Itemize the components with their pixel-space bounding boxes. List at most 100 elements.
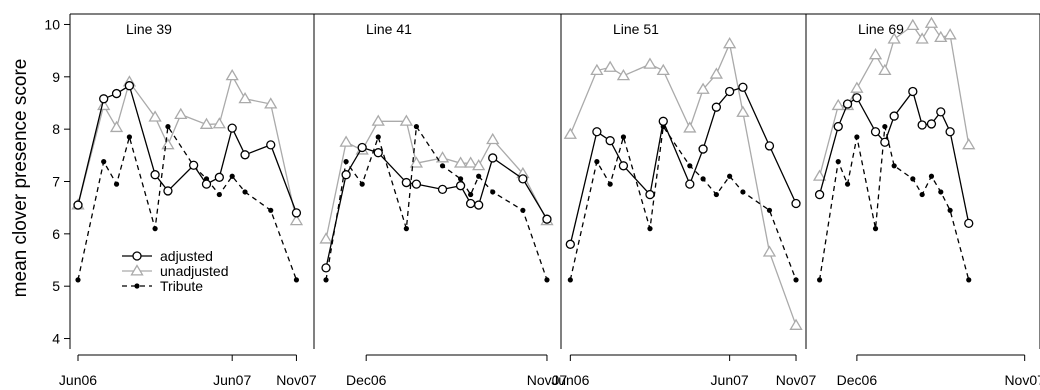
data-point (291, 208, 302, 218)
data-point (844, 181, 851, 187)
data-point (339, 135, 353, 147)
data-point (474, 200, 484, 210)
panel-2: Line 41 Dec06 Nov07 (314, 13, 568, 388)
data-point (373, 148, 383, 158)
data-point (293, 277, 300, 283)
x-tick-label: Jun06 (59, 372, 97, 388)
series-unadjusted (319, 114, 554, 244)
x-tick-label: Jun07 (213, 372, 251, 388)
data-point (889, 111, 899, 121)
data-point (645, 189, 655, 200)
series-tribute (816, 123, 972, 283)
data-point (490, 189, 496, 195)
data-point (240, 150, 250, 160)
data-point (99, 94, 109, 104)
series-adjusted (565, 82, 801, 249)
panel-title: Line 39 (126, 21, 172, 37)
data-point (216, 191, 222, 198)
legend-marker (132, 251, 142, 261)
data-point (835, 159, 841, 165)
data-point (793, 277, 799, 283)
data-point (964, 218, 974, 229)
series-line (818, 90, 970, 224)
data-point (264, 97, 278, 109)
data-point (109, 120, 124, 133)
data-point (188, 160, 199, 170)
series-line (569, 41, 797, 326)
y-tick-label: 9 (52, 69, 60, 85)
data-point (401, 177, 412, 188)
data-point (711, 102, 722, 112)
y-tick-label: 7 (52, 174, 60, 190)
data-point (486, 132, 500, 145)
data-point (227, 123, 237, 133)
data-point (464, 156, 478, 168)
panel-title: Line 51 (613, 21, 659, 37)
data-point (409, 156, 424, 168)
data-point (268, 207, 274, 213)
panel-1: Line 39 Jun06 Jun07 Nov07 (59, 13, 317, 388)
data-point (437, 184, 448, 195)
data-point (880, 137, 890, 147)
data-point (214, 172, 224, 182)
plot-area (563, 37, 803, 330)
data-point (831, 98, 845, 111)
series-adjusted (73, 81, 302, 218)
data-point (791, 198, 801, 209)
data-point (620, 134, 627, 140)
data-point (878, 63, 892, 76)
data-point (375, 134, 381, 140)
x-tick-label: Nov07 (527, 372, 568, 388)
data-point (934, 30, 948, 43)
data-point (371, 114, 385, 126)
data-point (163, 186, 173, 196)
data-point (242, 189, 248, 195)
data-point (319, 232, 333, 244)
data-point (165, 123, 171, 130)
data-point (544, 277, 550, 283)
data-point (266, 140, 276, 150)
legend-label: unadjusted (160, 263, 229, 279)
data-point (850, 81, 864, 93)
data-point (766, 207, 773, 213)
data-point (723, 37, 737, 49)
data-point (700, 176, 706, 182)
series-line (818, 22, 970, 177)
series-unadjusted (71, 68, 304, 226)
data-point (696, 82, 710, 94)
series-line (325, 146, 548, 269)
data-point (465, 198, 476, 209)
data-point (150, 170, 160, 180)
y-tick-label: 6 (52, 226, 60, 242)
data-point (238, 92, 252, 104)
legend-item: adjusted (122, 248, 213, 264)
data-point (762, 245, 777, 257)
data-point (73, 200, 83, 210)
data-point (607, 181, 613, 187)
x-tick-label: Nov07 (776, 372, 817, 388)
data-point (468, 191, 474, 198)
data-point (212, 117, 226, 129)
legend-label: Tribute (160, 278, 203, 294)
legend-item: unadjusted (122, 263, 229, 279)
data-point (924, 16, 939, 28)
plot-area (319, 114, 554, 283)
data-point (713, 191, 719, 198)
x-tick-label: Dec06 (346, 372, 387, 388)
data-point (872, 226, 879, 232)
plot-area (812, 16, 976, 283)
data-point (174, 107, 188, 119)
series-line (818, 126, 970, 281)
y-axis: 4 5 6 7 8 9 10 (44, 16, 71, 347)
data-point (411, 179, 422, 189)
data-point (161, 138, 175, 150)
x-tick-label: Dec06 (837, 372, 878, 388)
data-point (289, 213, 304, 226)
data-point (738, 82, 748, 92)
series-unadjusted (812, 16, 976, 181)
data-point (812, 169, 827, 181)
data-point (594, 159, 600, 165)
series-adjusted (321, 142, 552, 273)
data-point (908, 86, 918, 97)
series-line (77, 84, 298, 214)
